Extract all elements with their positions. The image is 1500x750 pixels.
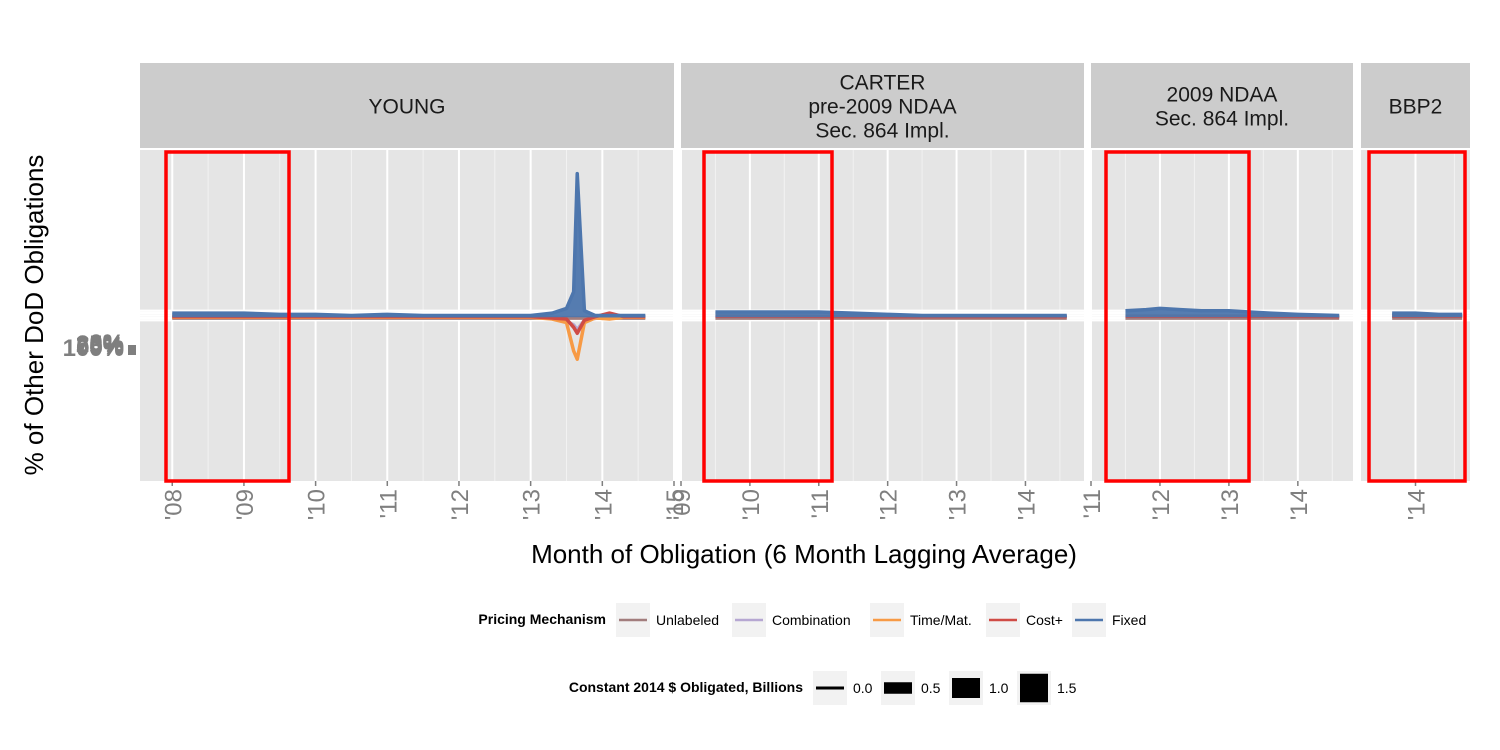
series-line-fixed: [715, 310, 1067, 318]
legend-title-pricing: Pricing Mechanism: [478, 611, 606, 627]
facet-panel: YOUNG '08 '09 '10 '11 '12 '13 '14 '15: [140, 63, 689, 520]
facet-strip: [1091, 63, 1353, 148]
legend-label: 1.5: [1057, 680, 1077, 696]
facet-strip: [140, 63, 674, 148]
x-tick-label: '14: [1286, 489, 1313, 520]
x-axis-title: Month of Obligation (6 Month Lagging Ave…: [531, 539, 1077, 569]
highlight-box: [1104, 150, 1251, 483]
legend-label: Time/Mat.: [910, 612, 972, 628]
x-tick-label: '12: [1148, 489, 1175, 520]
x-tick-label: '09: [232, 489, 259, 520]
x-tick-label: '13: [519, 489, 546, 520]
x-tick-label: '10: [304, 489, 331, 520]
x-tick-label: '11: [807, 489, 834, 519]
y-tick-label: 0%: [89, 330, 124, 357]
facet-strip-label: 2009 NDAA: [1167, 84, 1278, 107]
series-line-fixed: [1125, 306, 1340, 318]
facet-strip-label: Sec. 864 Impl.: [815, 120, 949, 143]
panels-layer: YOUNG'08'09'10'11'12'13'14'15CARTERpre-2…: [63, 63, 1470, 520]
x-tick-label: '14: [1404, 489, 1431, 520]
legend-label: 0.0: [853, 680, 873, 696]
x-tick-label: '12: [447, 489, 474, 520]
x-tick-label: '10: [738, 489, 765, 520]
series-line-fixed: [172, 171, 646, 318]
y-tick-label: 25%: [76, 331, 124, 358]
highlight-box: [164, 150, 291, 483]
series-line-fixed: [1392, 311, 1463, 317]
x-tick-label: '13: [1217, 489, 1244, 520]
facet-panel: BBP2 '14: [1361, 63, 1470, 520]
legend: Pricing Mechanism Unlabeled Combination Tim…: [478, 603, 1146, 705]
legend-label: Cost+: [1026, 612, 1063, 628]
x-tick-label: '11: [375, 489, 402, 519]
highlight-box: [702, 150, 834, 483]
x-tick-label: '14: [1013, 489, 1040, 520]
facet-strip-label: BBP2: [1389, 96, 1443, 119]
legend-label: Combination: [772, 612, 851, 628]
legend-label: Unlabeled: [656, 612, 719, 628]
legend-label: Fixed: [1112, 612, 1146, 628]
x-tick-label: '11: [1079, 489, 1106, 519]
y-tick-label: 100%: [63, 335, 124, 362]
legend-title-size: Constant 2014 $ Obligated, Billions: [569, 679, 803, 695]
x-tick-label: '14: [590, 489, 617, 520]
y-axis-title: % of Other DoD Obligations: [19, 155, 49, 476]
x-tick-label: '09: [669, 489, 696, 520]
legend-key-size: [952, 678, 980, 698]
facet-strip-label: pre-2009 NDAA: [808, 96, 956, 119]
y-axis: 100%75%50%25%0%: [63, 330, 136, 362]
facet-strip: [681, 63, 1084, 148]
x-tick-label: '15: [662, 489, 689, 520]
legend-label: 1.0: [989, 680, 1009, 696]
facet-strip-label: YOUNG: [368, 96, 445, 119]
y-tick-label: 75%: [76, 334, 124, 361]
x-tick-label: '08: [160, 489, 187, 520]
facet-strip: [1361, 63, 1470, 148]
x-tick-label: '13: [945, 489, 972, 520]
facet-strip-label: CARTER: [840, 72, 926, 95]
y-tick-mark: [128, 345, 136, 355]
x-tick-label: '12: [876, 489, 903, 520]
y-tick-label: 50%: [76, 332, 124, 359]
facet-strip-label: Sec. 864 Impl.: [1155, 108, 1289, 131]
legend-label: 0.5: [921, 680, 941, 696]
legend-key-size: [884, 682, 912, 694]
legend-key-size: [1020, 673, 1048, 703]
highlight-box: [1367, 150, 1467, 483]
legend-key-size: [816, 686, 844, 690]
